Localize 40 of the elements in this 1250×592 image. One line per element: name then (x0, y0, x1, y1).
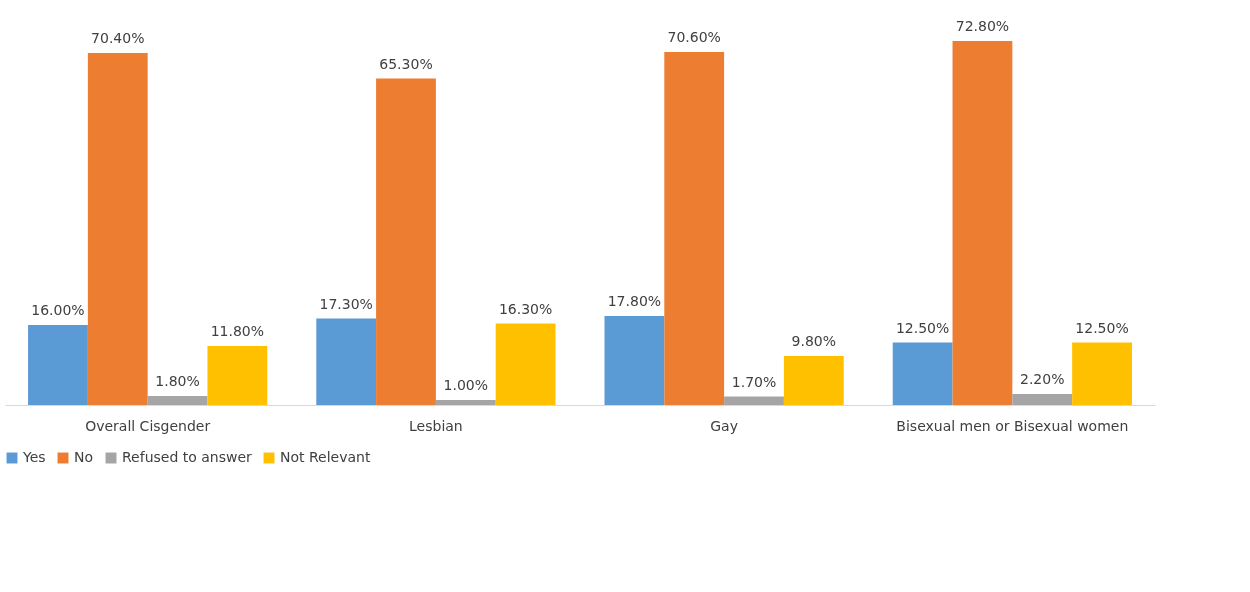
bar (435, 400, 496, 405)
data-label: 70.60% (667, 29, 721, 45)
bar (604, 316, 665, 405)
bar (724, 396, 784, 405)
bar (783, 356, 844, 405)
legend-label: Not Relevant (280, 449, 371, 465)
bar (892, 342, 953, 405)
data-label: 17.30% (319, 295, 373, 312)
data-label: 65.30% (379, 55, 433, 72)
bar (87, 53, 148, 405)
data-label: 1.70% (731, 373, 777, 390)
data-label: 17.80% (607, 293, 662, 309)
bar (952, 41, 1013, 405)
x-tick-label: Bisexual men or Bisexual women (896, 417, 1129, 434)
legend-label: Refused to answer (122, 449, 253, 465)
x-tick-label: Gay (710, 417, 738, 434)
data-label: 11.80% (210, 323, 265, 339)
bar (1072, 342, 1132, 405)
data-label: 12.50% (1075, 319, 1129, 336)
data-label: 16.30% (498, 300, 553, 317)
data-label: 70.40% (91, 30, 145, 46)
legend-label: Yes (22, 449, 46, 465)
data-label: 72.80% (955, 18, 1010, 34)
bar (376, 78, 436, 405)
data-label: 12.50% (895, 319, 950, 336)
bar (1012, 394, 1073, 405)
bar (316, 318, 377, 405)
data-label: 9.80% (791, 333, 837, 349)
data-label: 1.80% (155, 373, 200, 389)
data-label: 16.00% (31, 302, 85, 318)
x-tick-label: Lesbian (409, 417, 463, 434)
x-tick-label: Overall Cisgender (85, 417, 211, 434)
data-label: 1.00% (443, 377, 489, 393)
bar (207, 346, 268, 405)
bar (147, 396, 208, 405)
data-label: 2.20% (1019, 371, 1065, 387)
bar (28, 325, 88, 405)
legend-label: No (74, 449, 94, 465)
bar (664, 52, 725, 405)
bar (495, 323, 556, 405)
